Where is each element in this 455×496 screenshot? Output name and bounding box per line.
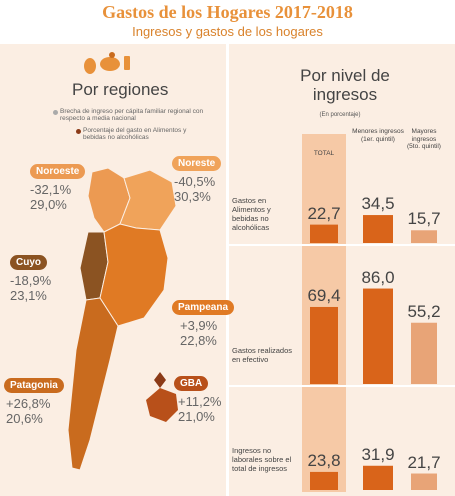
- food-icon: [84, 52, 130, 74]
- bar: [310, 471, 338, 490]
- bar-value-label: 69,4: [307, 285, 341, 305]
- category-label: Mayores ingresos (5to. quintil): [407, 128, 441, 150]
- food-legend-dot: [76, 129, 81, 134]
- gap-legend-text: Brecha de ingreso per cápita familiar re…: [60, 108, 204, 122]
- bar-value-label: 15,7: [407, 209, 441, 229]
- unit-note: (En porcentaje): [319, 112, 361, 118]
- bar: [363, 465, 393, 490]
- region-gap-pampeana: +3,9%: [180, 318, 218, 333]
- bar-value-label: 86,0: [361, 267, 395, 287]
- map-region-gba: [146, 388, 178, 422]
- region-gap-patagonia: +26,8%: [6, 396, 51, 411]
- region-tag-gba: GBA: [174, 376, 209, 391]
- bar: [363, 288, 393, 384]
- region-tag-pampeana: Pampeana: [172, 300, 235, 315]
- page-subtitle: Ingresos y gastos de los hogares: [132, 24, 323, 39]
- region-food-pampeana: 22,8%: [180, 333, 217, 348]
- map-region-gba-marker: [154, 372, 166, 388]
- category-label: TOTAL: [313, 150, 335, 157]
- region-tag-cuyo: Cuyo: [10, 255, 47, 270]
- region-food-cuyo: 23,1%: [10, 288, 47, 303]
- region-gap-gba: +11,2%: [178, 394, 222, 409]
- bar: [310, 224, 338, 243]
- bar: [411, 230, 437, 243]
- food-legend-text: Porcentaje del gasto en Alimentos y bebi…: [83, 127, 187, 141]
- map-region-patagonia: [67, 297, 119, 471]
- region-tag-patagonia: Patagonia: [4, 378, 64, 393]
- bar-value-label: 21,7: [407, 452, 441, 472]
- page-title: Gastos de los Hogares 2017-2018: [102, 2, 353, 22]
- region-tag-noreste: Noreste: [172, 156, 222, 171]
- category-label: Menores ingresos (1er. quintil): [352, 128, 404, 143]
- gap-legend-dot: [53, 110, 58, 115]
- bar: [411, 322, 437, 384]
- bar-value-label: 31,9: [361, 444, 395, 464]
- bar-value-label: 23,8: [307, 450, 341, 470]
- region-gap-noreste: -40,5%: [174, 174, 216, 189]
- map-region-pampeana: [99, 223, 169, 327]
- region-food-noroeste: 29,0%: [30, 197, 67, 212]
- region-gap-noroeste: -32,1%: [30, 182, 72, 197]
- region-food-noreste: 30,3%: [174, 189, 211, 204]
- regions-heading: Por regiones: [72, 80, 169, 99]
- region-gap-cuyo: -18,9%: [10, 273, 52, 288]
- bar: [310, 306, 338, 384]
- region-food-gba: 21,0%: [178, 409, 215, 424]
- group-label: Ingresos no laborales sobre el total de …: [232, 446, 292, 473]
- bar: [363, 215, 393, 243]
- bar-value-label: 22,7: [307, 203, 341, 223]
- bar: [411, 473, 437, 490]
- group-label: Gastos realizados en efectivo: [232, 346, 293, 364]
- region-food-patagonia: 20,6%: [6, 411, 43, 426]
- bar-value-label: 55,2: [407, 301, 441, 321]
- income-heading: Por nivel de ingresos: [300, 66, 390, 104]
- bar-value-label: 34,5: [361, 194, 395, 214]
- region-tag-noroeste: Noroeste: [30, 164, 86, 179]
- group-label: Gastos en Alimentos y bebidas no alcohól…: [232, 196, 271, 232]
